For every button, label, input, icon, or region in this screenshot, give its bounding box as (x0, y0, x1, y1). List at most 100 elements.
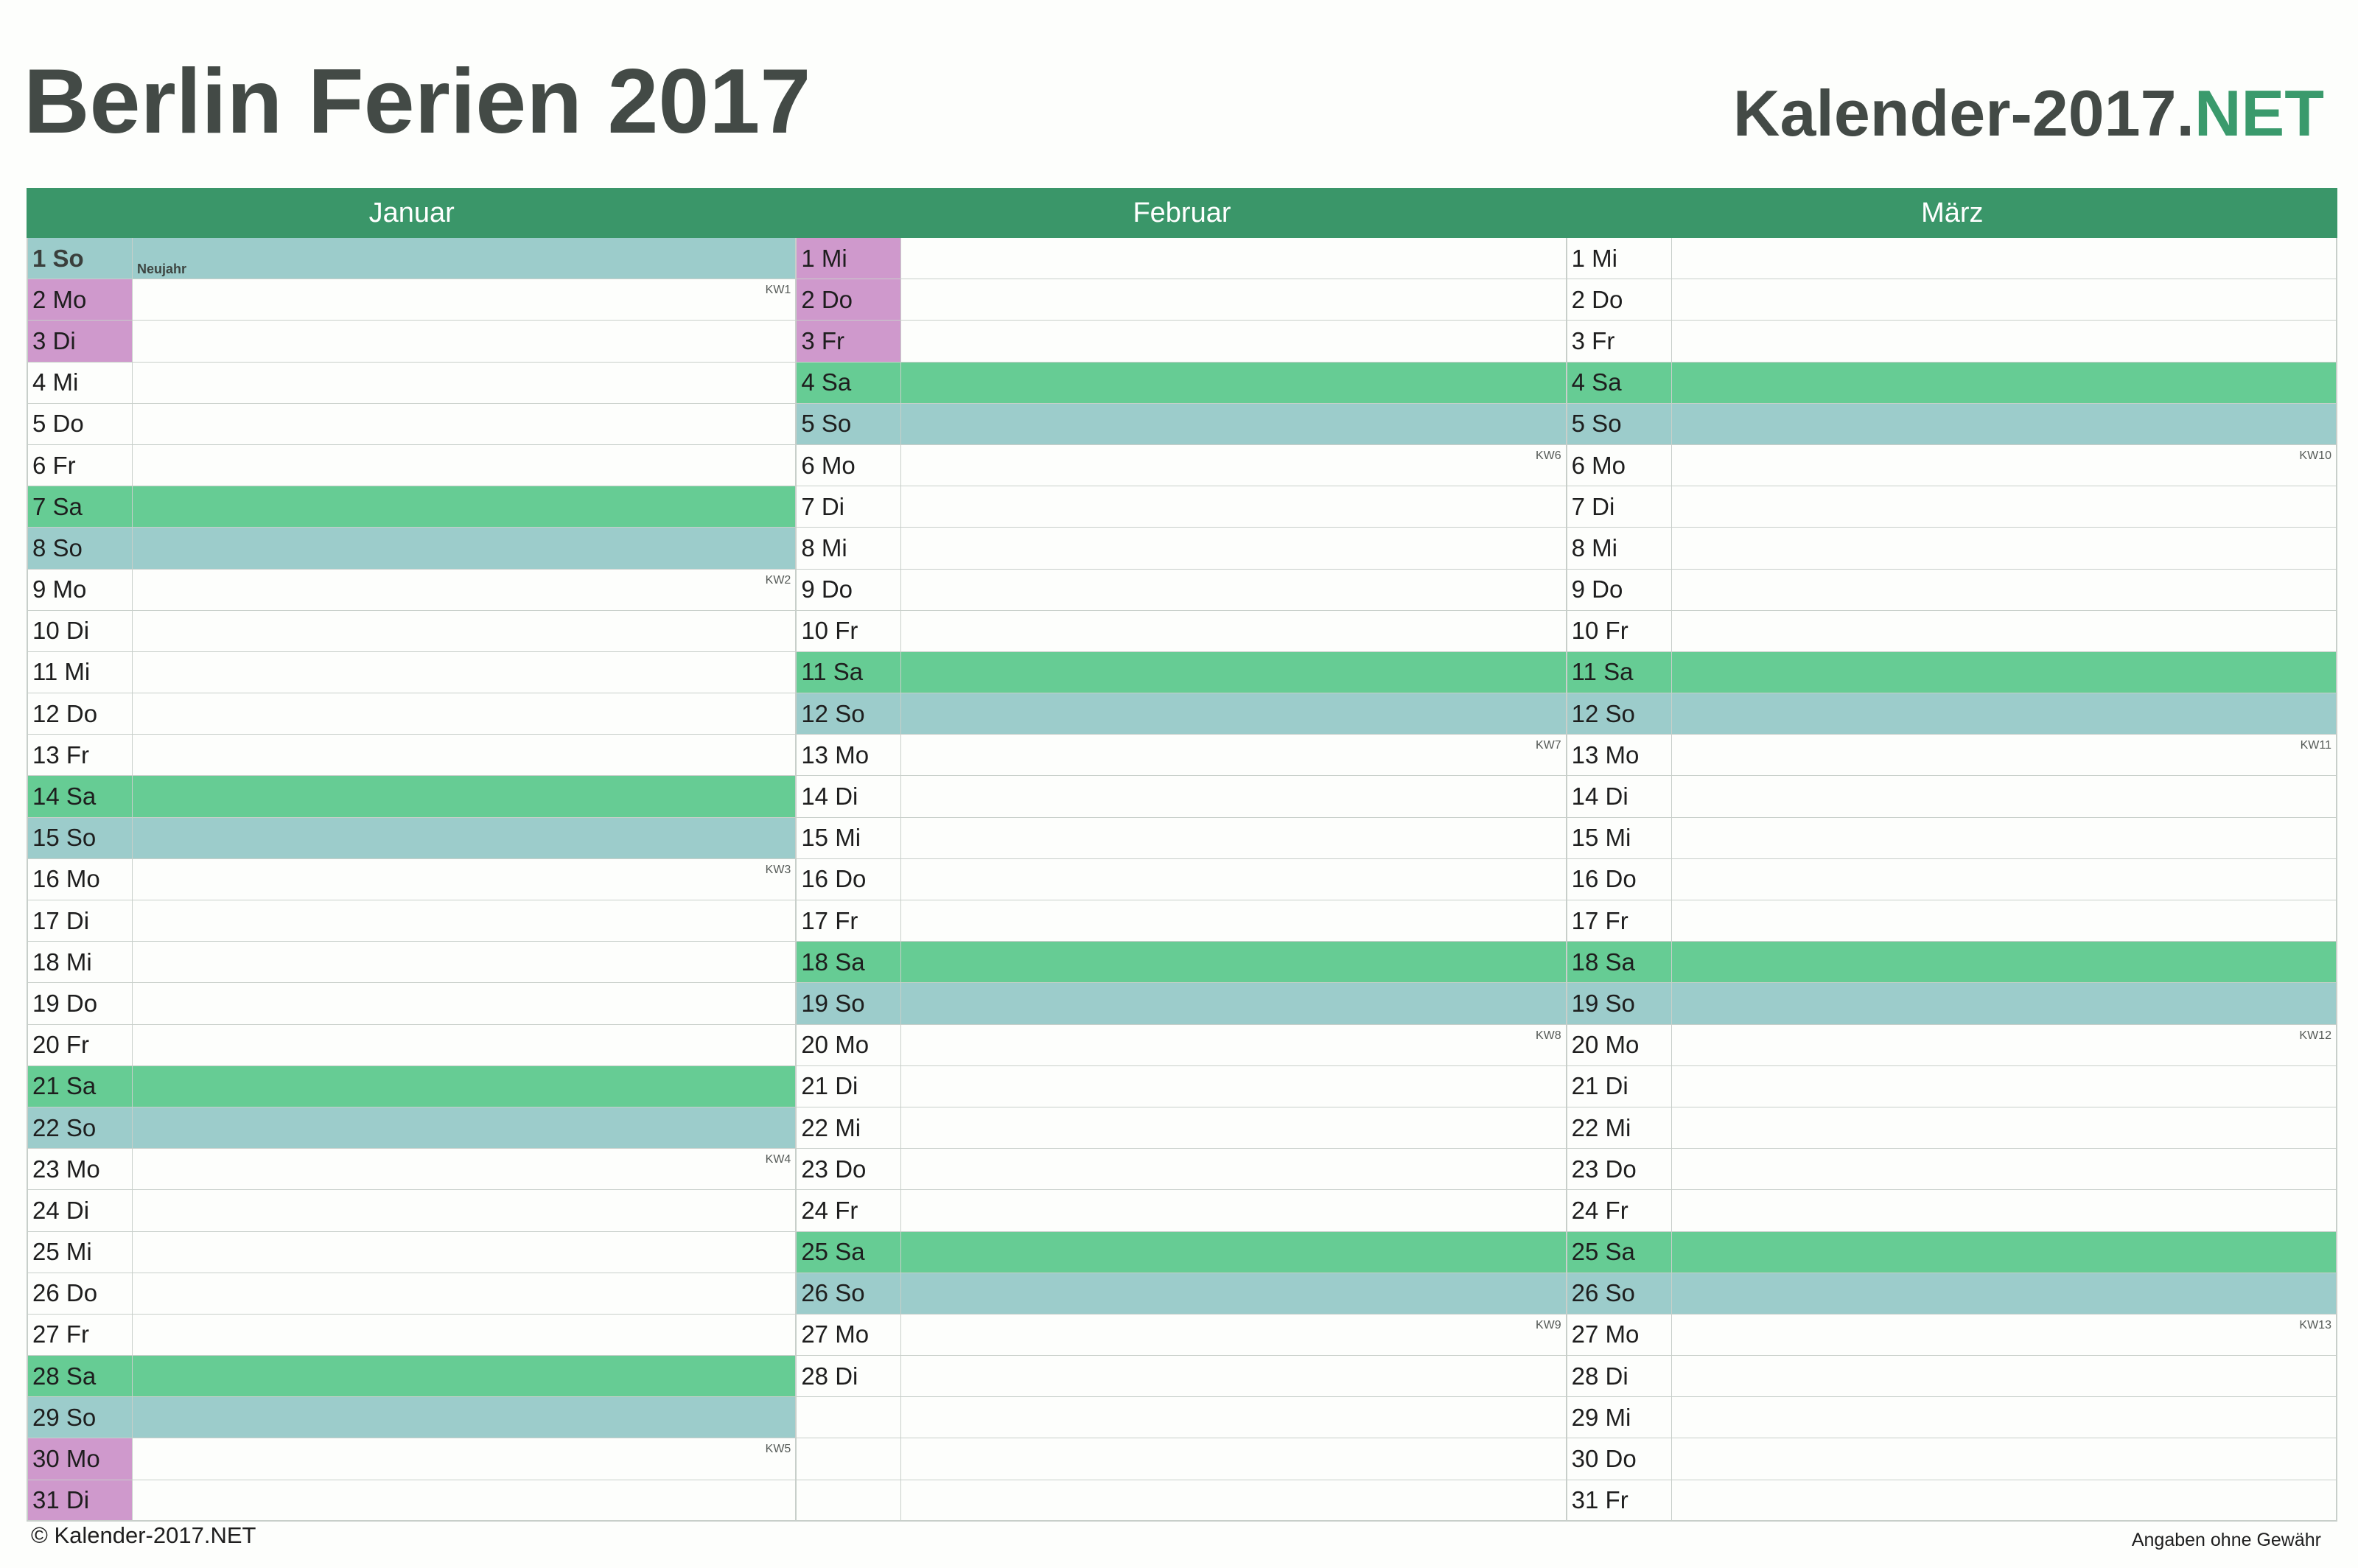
day-note-cell[interactable]: KW12 (1672, 1025, 2336, 1065)
day-note-cell[interactable]: KW4 (133, 1149, 795, 1189)
day-note-cell[interactable] (133, 1315, 795, 1355)
day-note-cell[interactable] (901, 321, 1565, 361)
day-note-cell[interactable] (1672, 900, 2336, 941)
day-note-cell[interactable] (1672, 238, 2336, 279)
day-note-cell[interactable] (1671, 362, 2336, 403)
day-note-cell[interactable] (1671, 1273, 2336, 1314)
day-note-cell[interactable]: KW10 (1672, 445, 2336, 486)
day-note-cell[interactable] (1672, 1480, 2336, 1520)
day-note-cell[interactable] (1672, 818, 2336, 858)
day-note-cell[interactable] (1672, 1149, 2336, 1189)
day-note-cell[interactable] (133, 1065, 796, 1107)
day-note-cell[interactable] (1671, 651, 2336, 693)
day-note-cell[interactable] (1672, 570, 2336, 610)
day-note-cell[interactable] (1671, 1231, 2336, 1273)
day-note-cell[interactable] (133, 363, 795, 403)
day-note-cell[interactable] (901, 651, 1566, 693)
day-label: 6 Mo (1567, 444, 1672, 486)
day-note-cell[interactable]: KW9 (901, 1315, 1565, 1355)
day-note-cell[interactable] (901, 528, 1565, 568)
day-note-cell[interactable] (1671, 983, 2336, 1024)
day-note-cell[interactable] (901, 611, 1565, 651)
day-note-cell[interactable] (1672, 776, 2336, 816)
day-note-cell[interactable]: Neujahr (133, 238, 796, 279)
day-note-cell[interactable]: KW8 (901, 1025, 1565, 1065)
day-note-cell[interactable] (901, 942, 1566, 983)
day-note-cell[interactable] (1672, 1356, 2336, 1396)
day-note-cell[interactable] (901, 1107, 1565, 1148)
day-note-cell[interactable] (1671, 942, 2336, 983)
day-note-cell[interactable] (1672, 859, 2336, 900)
day-note-cell[interactable] (133, 652, 795, 693)
day-note-cell[interactable] (901, 1149, 1565, 1189)
day-note-cell[interactable] (1672, 1190, 2336, 1231)
day-note-cell[interactable] (901, 983, 1566, 1024)
day-row: 29 Mi (1567, 1397, 2337, 1439)
day-note-cell[interactable] (133, 1356, 796, 1397)
day-note-cell[interactable] (1672, 1397, 2336, 1438)
day-note-cell[interactable] (1672, 1107, 2336, 1148)
day-note-cell[interactable] (1672, 486, 2336, 527)
day-note-cell[interactable] (133, 1397, 796, 1438)
day-note-cell[interactable] (1671, 693, 2336, 735)
day-note-cell[interactable] (133, 1232, 795, 1273)
day-note-cell[interactable] (1672, 611, 2336, 651)
day-note-cell[interactable] (901, 900, 1565, 941)
day-note-cell[interactable]: KW3 (133, 859, 795, 900)
day-note-cell[interactable] (133, 528, 796, 569)
day-note-cell[interactable] (133, 1025, 795, 1065)
day-note-cell[interactable] (901, 486, 1565, 527)
day-note-cell[interactable] (133, 486, 796, 528)
day-note-cell[interactable] (1672, 528, 2336, 568)
day-note-cell[interactable] (133, 445, 795, 486)
day-note-cell[interactable] (133, 1107, 796, 1149)
day-note-cell[interactable] (901, 1397, 1566, 1438)
day-note-cell[interactable] (133, 1273, 795, 1314)
day-note-cell[interactable]: KW2 (133, 570, 795, 610)
day-note-cell[interactable] (1672, 279, 2336, 320)
day-note-cell[interactable]: KW13 (1672, 1315, 2336, 1355)
day-note-cell[interactable] (901, 570, 1565, 610)
day-note-cell[interactable] (901, 776, 1565, 816)
day-note-cell[interactable] (133, 942, 795, 982)
day-note-cell[interactable] (901, 693, 1566, 735)
day-note-cell[interactable] (133, 817, 796, 858)
day-note-cell[interactable] (901, 1438, 1566, 1480)
day-note-cell[interactable]: KW11 (1672, 735, 2336, 775)
day-note-cell[interactable] (133, 404, 795, 444)
day-note-cell[interactable] (901, 362, 1566, 403)
footer-copyright[interactable]: © Kalender-2017.NET (31, 1522, 256, 1548)
day-note-cell[interactable] (901, 279, 1565, 320)
day-label: 9 Do (797, 569, 902, 610)
day-note-cell[interactable] (901, 859, 1565, 900)
day-note-cell[interactable] (901, 403, 1566, 444)
day-note-cell[interactable] (133, 1190, 795, 1231)
day-note-cell[interactable] (133, 900, 795, 941)
day-note-cell[interactable] (901, 1231, 1566, 1273)
day-note-cell[interactable] (133, 611, 795, 651)
day-note-cell[interactable] (901, 1356, 1565, 1396)
day-note-cell[interactable] (1672, 321, 2336, 361)
day-note-cell[interactable] (133, 321, 795, 361)
day-note-cell[interactable] (901, 238, 1565, 279)
day-note-cell[interactable] (133, 693, 795, 734)
day-note-cell[interactable] (901, 1480, 1566, 1520)
day-note-cell[interactable]: KW7 (901, 735, 1565, 775)
brand-logo[interactable]: Kalender-2017.NET (1733, 81, 2324, 146)
day-note-cell[interactable] (901, 1190, 1565, 1231)
day-note-cell[interactable]: KW1 (133, 279, 795, 320)
day-note-cell[interactable] (133, 735, 795, 775)
day-note-cell[interactable] (133, 776, 796, 817)
day-row: 21 Sa (27, 1065, 797, 1107)
day-note-cell[interactable] (133, 1480, 795, 1520)
day-note-cell[interactable] (1672, 1066, 2336, 1107)
day-label: 20 Fr (28, 1024, 133, 1065)
day-note-cell[interactable] (901, 818, 1565, 858)
day-note-cell[interactable] (1672, 1438, 2336, 1479)
day-note-cell[interactable] (1671, 403, 2336, 444)
day-note-cell[interactable]: KW5 (133, 1438, 795, 1479)
day-note-cell[interactable] (901, 1273, 1566, 1314)
day-note-cell[interactable]: KW6 (901, 445, 1565, 486)
day-note-cell[interactable] (133, 983, 795, 1023)
day-note-cell[interactable] (901, 1066, 1565, 1107)
